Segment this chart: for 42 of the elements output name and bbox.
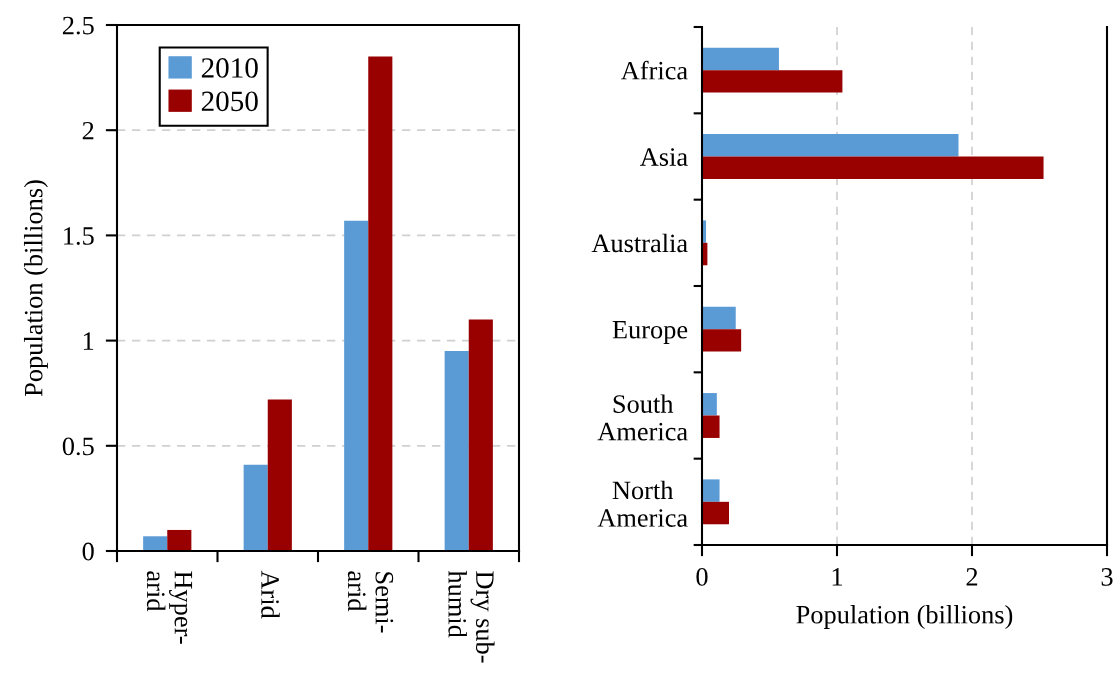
bar: [344, 220, 369, 551]
y-tick-label: South America: [597, 394, 688, 441]
bar: [702, 47, 779, 71]
bar: [702, 306, 736, 330]
legend-label: 2050: [201, 91, 258, 112]
y-tick-label: 0: [82, 542, 94, 561]
y-tick-label: North America: [597, 480, 688, 527]
bar: [368, 56, 393, 551]
bar: [702, 479, 720, 502]
bar: [444, 351, 469, 551]
x-tick-label: Semi- arid: [347, 571, 394, 633]
bar: [702, 156, 1044, 179]
x-tick-label: 3: [1101, 568, 1113, 586]
x-axis-title: Population (billions): [796, 605, 1013, 629]
bar: [143, 536, 168, 551]
y-tick-label: Europe: [612, 321, 688, 344]
x-tick-label: 2: [966, 568, 978, 586]
y-tick-label: Africa: [620, 60, 688, 80]
y-tick-label: 2: [82, 121, 94, 140]
bar: [702, 393, 717, 416]
bar: [702, 415, 720, 438]
bar: [702, 70, 843, 93]
bar: [267, 399, 292, 551]
bar: [167, 529, 192, 551]
y-tick-label: 2.5: [62, 16, 94, 35]
bar: [702, 329, 742, 352]
y-tick-label: 1: [83, 332, 94, 350]
bar: [468, 319, 493, 551]
x-tick-label: Hyper- arid: [146, 571, 193, 644]
x-tick-label: Dry sub- humid: [448, 570, 495, 663]
x-tick-label: 0: [696, 567, 708, 586]
x-tick-label: Arid: [261, 570, 280, 619]
bar: [243, 464, 268, 551]
bar: [702, 501, 729, 525]
y-axis-title: Population (billions): [23, 180, 48, 397]
y-tick-label: Australia: [591, 233, 688, 253]
legend-label: 2010: [201, 58, 258, 78]
y-tick-label: 1.5: [64, 227, 94, 245]
y-tick-label: 0.5: [62, 437, 94, 456]
y-tick-label: Asia: [640, 148, 688, 166]
x-tick-label: 1: [832, 568, 843, 586]
bar: [702, 134, 959, 157]
